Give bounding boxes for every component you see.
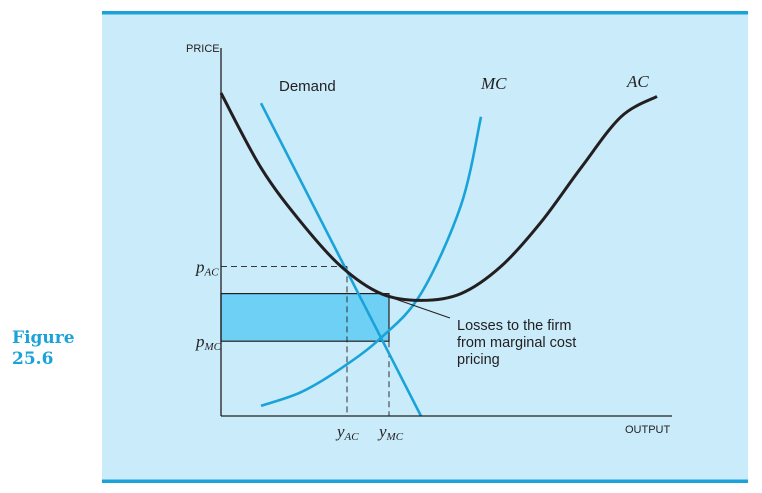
annotation-line: from marginal cost [457,335,576,351]
tick-label-yac: yAC [335,422,359,443]
ac-label: AC [626,72,649,91]
mc-label: MC [480,74,507,93]
tick-label-ymc: yMC [377,422,404,443]
figure-label-word: Figure [12,328,75,348]
x-axis-label: OUTPUT [625,424,671,436]
chart-panel [102,14,748,480]
demand-curve [259,102,423,417]
ac-curve [219,92,658,302]
panel-top-rule [102,11,748,15]
annotation-line: pricing [457,352,500,368]
y-axis-label: PRICE [186,43,220,55]
annotation-line: Losses to the firm [457,318,571,334]
mc-curve [260,116,483,408]
panel-bottom-rule [102,479,748,483]
tick-label-pac: pAC [195,257,219,278]
figure-label: Figure 25.6 [12,328,75,370]
loss-rectangle [220,293,390,342]
demand-label: Demand [279,78,336,95]
annotation-pointer [374,291,451,319]
tick-label-pmc: pMC [195,332,222,353]
figure-label-number: 25.6 [12,349,54,369]
